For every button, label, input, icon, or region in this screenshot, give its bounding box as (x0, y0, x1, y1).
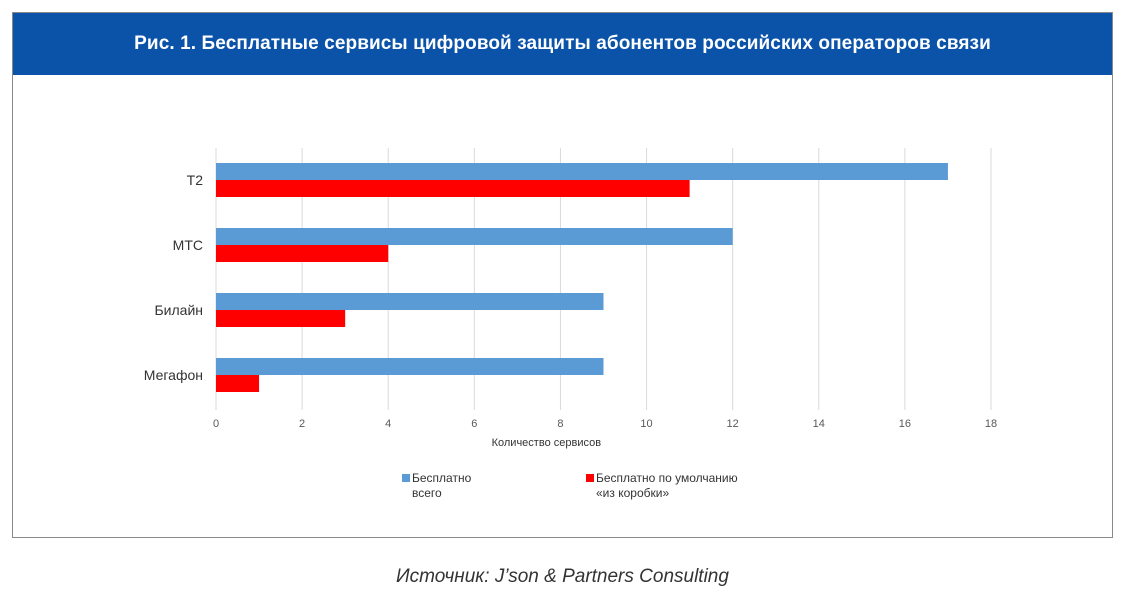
legend-swatch (586, 474, 594, 482)
legend-swatch (402, 474, 410, 482)
bar-total (216, 228, 733, 245)
source-caption: Источник: J’son & Partners Consulting (396, 566, 729, 587)
legend-label: всего (412, 486, 442, 500)
bar-total (216, 163, 948, 180)
category-label: МТС (173, 237, 203, 253)
legend-label: Бесплатно (412, 471, 472, 485)
figure-card: Рис. 1. Бесплатные сервисы цифровой защи… (12, 12, 1113, 538)
x-tick-label: 16 (899, 418, 911, 430)
category-label: Билайн (154, 302, 203, 318)
figure-title: Рис. 1. Бесплатные сервисы цифровой защи… (134, 33, 991, 54)
x-tick-label: 14 (813, 418, 825, 430)
x-tick-label: 0 (213, 418, 219, 430)
bar-total (216, 293, 604, 310)
category-label: Мегафон (144, 367, 203, 383)
bar-total (216, 358, 604, 375)
figure-header: Рис. 1. Бесплатные сервисы цифровой защи… (13, 13, 1112, 75)
x-tick-label: 10 (640, 418, 652, 430)
x-tick-label: 12 (727, 418, 739, 430)
bar-default (216, 180, 690, 197)
x-tick-label: 8 (557, 418, 563, 430)
x-tick-label: 18 (985, 418, 997, 430)
legend-label: «из коробки» (596, 486, 669, 500)
legend-label: Бесплатно по умолчанию (596, 471, 738, 485)
bar-default (216, 375, 260, 392)
x-tick-label: 2 (299, 418, 305, 430)
bar-default (216, 310, 346, 327)
x-axis-title: Количество сервисов (492, 437, 602, 449)
bar-default (216, 245, 389, 262)
x-tick-label: 6 (471, 418, 477, 430)
category-label: Т2 (187, 172, 204, 188)
x-tick-label: 4 (385, 418, 391, 430)
